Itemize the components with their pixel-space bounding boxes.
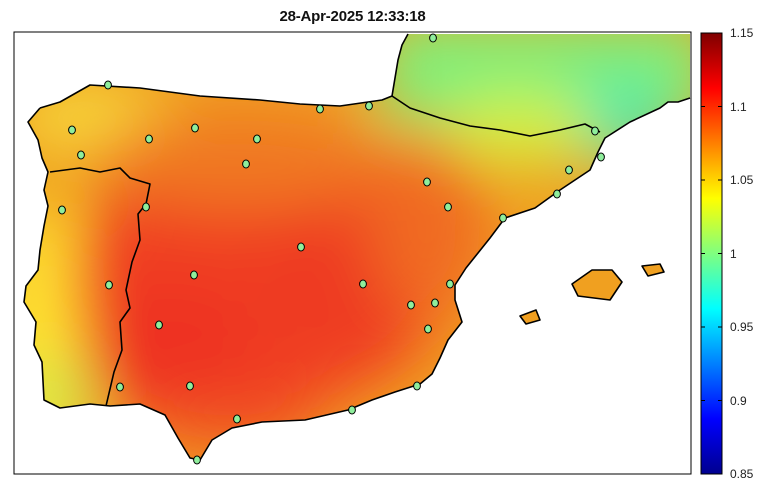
pyrenees-border <box>391 95 601 137</box>
mallorca-island <box>571 269 623 301</box>
ibiza-island <box>519 309 541 325</box>
station-marker[interactable] <box>116 382 124 392</box>
station-marker[interactable] <box>242 159 250 169</box>
station-marker[interactable] <box>155 320 163 330</box>
station-marker[interactable] <box>597 152 605 162</box>
mediterranean-coastline <box>23 97 691 461</box>
station-marker[interactable] <box>77 150 85 160</box>
station-marker[interactable] <box>104 80 112 90</box>
station-marker[interactable] <box>429 33 437 43</box>
station-marker[interactable] <box>145 134 153 144</box>
plot-frame <box>13 31 692 475</box>
station-marker[interactable] <box>58 205 66 215</box>
station-marker[interactable] <box>407 300 415 310</box>
station-marker[interactable] <box>359 279 367 289</box>
colorbar-tick-label: 1.1 <box>730 99 747 114</box>
heat-field <box>24 34 690 460</box>
station-marker[interactable] <box>431 298 439 308</box>
station-marker[interactable] <box>565 165 573 175</box>
station-marker[interactable] <box>190 270 198 280</box>
station-marker[interactable] <box>142 202 150 212</box>
station-marker[interactable] <box>499 213 507 223</box>
station-marker[interactable] <box>316 104 324 114</box>
station-marker[interactable] <box>365 101 373 111</box>
station-marker[interactable] <box>444 202 452 212</box>
station-marker[interactable] <box>253 134 261 144</box>
station-markers <box>58 33 605 465</box>
station-marker[interactable] <box>591 126 599 136</box>
colorbar-tick-label: 0.85 <box>730 467 754 481</box>
station-marker[interactable] <box>68 125 76 135</box>
station-marker[interactable] <box>446 279 454 289</box>
colorbar-tick-label: 1.15 <box>730 26 754 40</box>
iberia-coastline <box>39 33 409 109</box>
colorbar-tick-label: 1 <box>730 246 737 261</box>
menorca-island <box>641 263 665 277</box>
colorbar-tick-label: 0.9 <box>730 393 747 408</box>
station-marker[interactable] <box>233 414 241 424</box>
colorbar-ticks <box>701 32 722 475</box>
colorbar-tick-label: 1.05 <box>730 173 754 187</box>
portugal-border <box>49 167 151 407</box>
station-marker[interactable] <box>105 280 113 290</box>
station-marker[interactable] <box>413 381 421 391</box>
colorbar-tick-label: 0.95 <box>730 320 754 334</box>
station-marker[interactable] <box>424 324 432 334</box>
station-marker[interactable] <box>297 242 305 252</box>
station-marker[interactable] <box>348 405 356 415</box>
station-marker[interactable] <box>186 381 194 391</box>
map-title: 28-Apr-2025 12:33:18 <box>279 8 426 25</box>
station-marker[interactable] <box>553 189 561 199</box>
station-marker[interactable] <box>423 177 431 187</box>
station-marker[interactable] <box>193 455 201 465</box>
coastlines <box>23 33 691 461</box>
station-marker[interactable] <box>191 123 199 133</box>
